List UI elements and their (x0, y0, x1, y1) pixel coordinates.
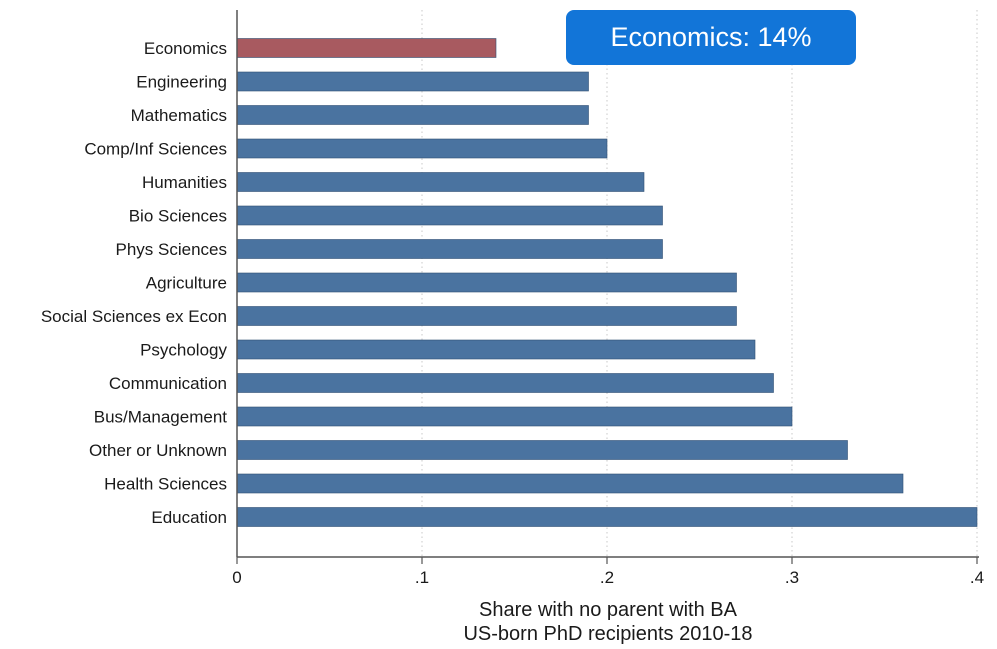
bar (236, 339, 756, 360)
bar (236, 507, 978, 527)
category-label: Agriculture (146, 274, 227, 293)
category-label: Social Sciences ex Econ (41, 307, 227, 326)
category-label: Mathematics (131, 106, 227, 125)
x-ticks: 0 .1 .2 .3 .4 (232, 557, 984, 587)
category-label: Humanities (142, 173, 227, 192)
bar (236, 440, 848, 460)
category-label: Bio Sciences (129, 207, 227, 226)
bar (236, 373, 774, 393)
bar (236, 306, 737, 326)
gridlines (421, 10, 978, 557)
category-label: Communication (109, 374, 227, 393)
x-tick-label: 0 (232, 568, 241, 587)
bar (236, 172, 645, 192)
category-labels: Economics Engineering Mathematics Comp/Inf … (41, 39, 228, 527)
axes (236, 10, 979, 558)
x-axis-label-line1: Share with no parent with BA (479, 599, 738, 621)
category-label: Health Sciences (104, 475, 227, 494)
x-axis-label-line2: US-born PhD recipients 2010-18 (463, 623, 752, 645)
bar (236, 38, 497, 58)
x-tick-label: .1 (415, 568, 429, 587)
bar (236, 473, 904, 494)
bar (236, 239, 663, 259)
category-label: Engineering (136, 73, 227, 92)
bar (236, 406, 793, 427)
category-label: Phys Sciences (116, 240, 228, 259)
bar (236, 205, 663, 226)
category-label: Comp/Inf Sciences (84, 140, 227, 159)
category-label: Other or Unknown (89, 441, 227, 460)
x-tick-label: .2 (600, 568, 614, 587)
bar (236, 71, 589, 92)
category-label: Psychology (140, 341, 227, 360)
bar (236, 105, 589, 125)
x-tick-label: .3 (785, 568, 799, 587)
bar (236, 138, 608, 159)
bar (236, 272, 737, 293)
x-tick-label: .4 (970, 568, 984, 587)
category-label: Bus/Management (94, 408, 228, 427)
category-label: Economics (144, 39, 227, 58)
category-label: Education (151, 508, 227, 527)
bars (236, 38, 978, 527)
annotation-callout: Economics: 14% (566, 10, 856, 65)
